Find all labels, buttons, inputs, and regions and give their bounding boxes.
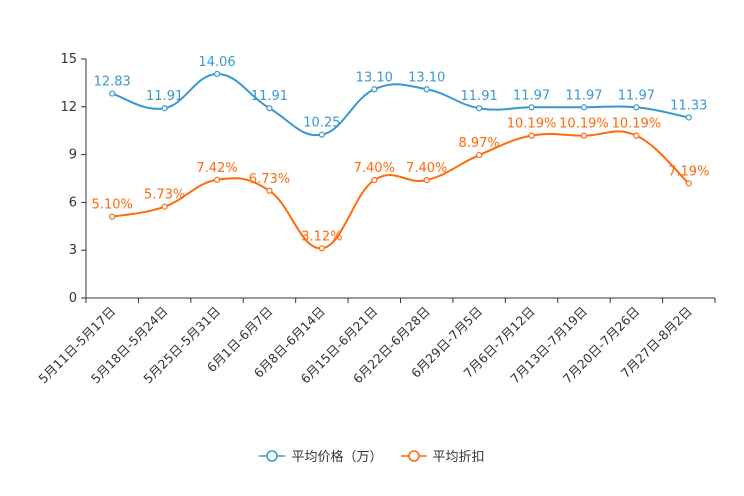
data-label: 10.19%: [507, 117, 557, 132]
data-label: 7.40%: [406, 161, 447, 176]
y-tick-label: 3: [69, 243, 77, 258]
data-label: 7.42%: [196, 161, 237, 176]
data-point: [161, 105, 168, 112]
data-label: 10.25: [303, 116, 340, 131]
data-label: 11.91: [146, 89, 183, 104]
data-point: [685, 114, 692, 121]
data-point: [109, 90, 116, 97]
data-point: [528, 132, 535, 139]
legend: 平均价格（万） 平均折扣: [0, 446, 744, 465]
data-point: [161, 203, 168, 210]
data-point: [685, 180, 692, 187]
legend-marker-discount-icon: [400, 449, 427, 462]
data-point: [318, 245, 325, 252]
data-label: 5.73%: [144, 188, 185, 203]
data-point: [423, 86, 430, 93]
data-point: [213, 70, 221, 78]
data-point: [213, 176, 221, 183]
data-label: 13.10: [356, 70, 393, 85]
y-tick-label: 15: [60, 52, 77, 67]
data-point: [371, 176, 378, 184]
data-point: [476, 151, 483, 159]
data-label: 10.19%: [559, 117, 609, 132]
data-label: 7.40%: [354, 161, 395, 176]
series-line-1: [112, 130, 690, 250]
data-label: 7.19%: [668, 164, 709, 179]
data-label: 8.97%: [458, 136, 499, 151]
data-point: [423, 176, 430, 184]
data-label: 5.10%: [92, 198, 133, 213]
data-label: 13.10: [408, 70, 445, 85]
data-point: [318, 131, 325, 138]
data-label: 12.83: [94, 75, 131, 90]
y-tick-label: 0: [69, 291, 77, 306]
data-point: [580, 132, 588, 139]
data-point: [371, 86, 378, 93]
data-point: [633, 132, 640, 139]
legend-label-discount: 平均折扣: [432, 450, 485, 465]
data-label: 11.97: [565, 88, 602, 103]
data-label: 3.12%: [301, 229, 342, 244]
data-label: 11.91: [251, 89, 288, 104]
data-point: [528, 104, 535, 111]
legend-item-discount[interactable]: 平均折扣: [400, 446, 485, 465]
legend-marker-price-icon: [259, 449, 286, 462]
legend-label-price: 平均价格（万）: [291, 450, 383, 465]
data-label: 6.73%: [249, 172, 290, 187]
data-point: [633, 104, 640, 111]
data-label: 11.97: [618, 88, 655, 103]
data-label: 10.19%: [612, 117, 662, 132]
data-point: [109, 213, 116, 220]
data-label: 11.91: [461, 89, 498, 104]
data-label: 11.97: [513, 88, 550, 103]
y-tick-label: 6: [69, 195, 77, 210]
legend-item-price[interactable]: 平均价格（万）: [259, 446, 383, 465]
y-tick-label: 9: [69, 148, 77, 163]
y-tick-label: 12: [60, 100, 77, 115]
data-point: [266, 187, 273, 194]
data-point: [476, 105, 483, 112]
data-label: 14.06: [198, 55, 235, 70]
data-point: [580, 104, 588, 111]
data-point: [266, 105, 273, 112]
data-label: 11.33: [670, 98, 707, 113]
